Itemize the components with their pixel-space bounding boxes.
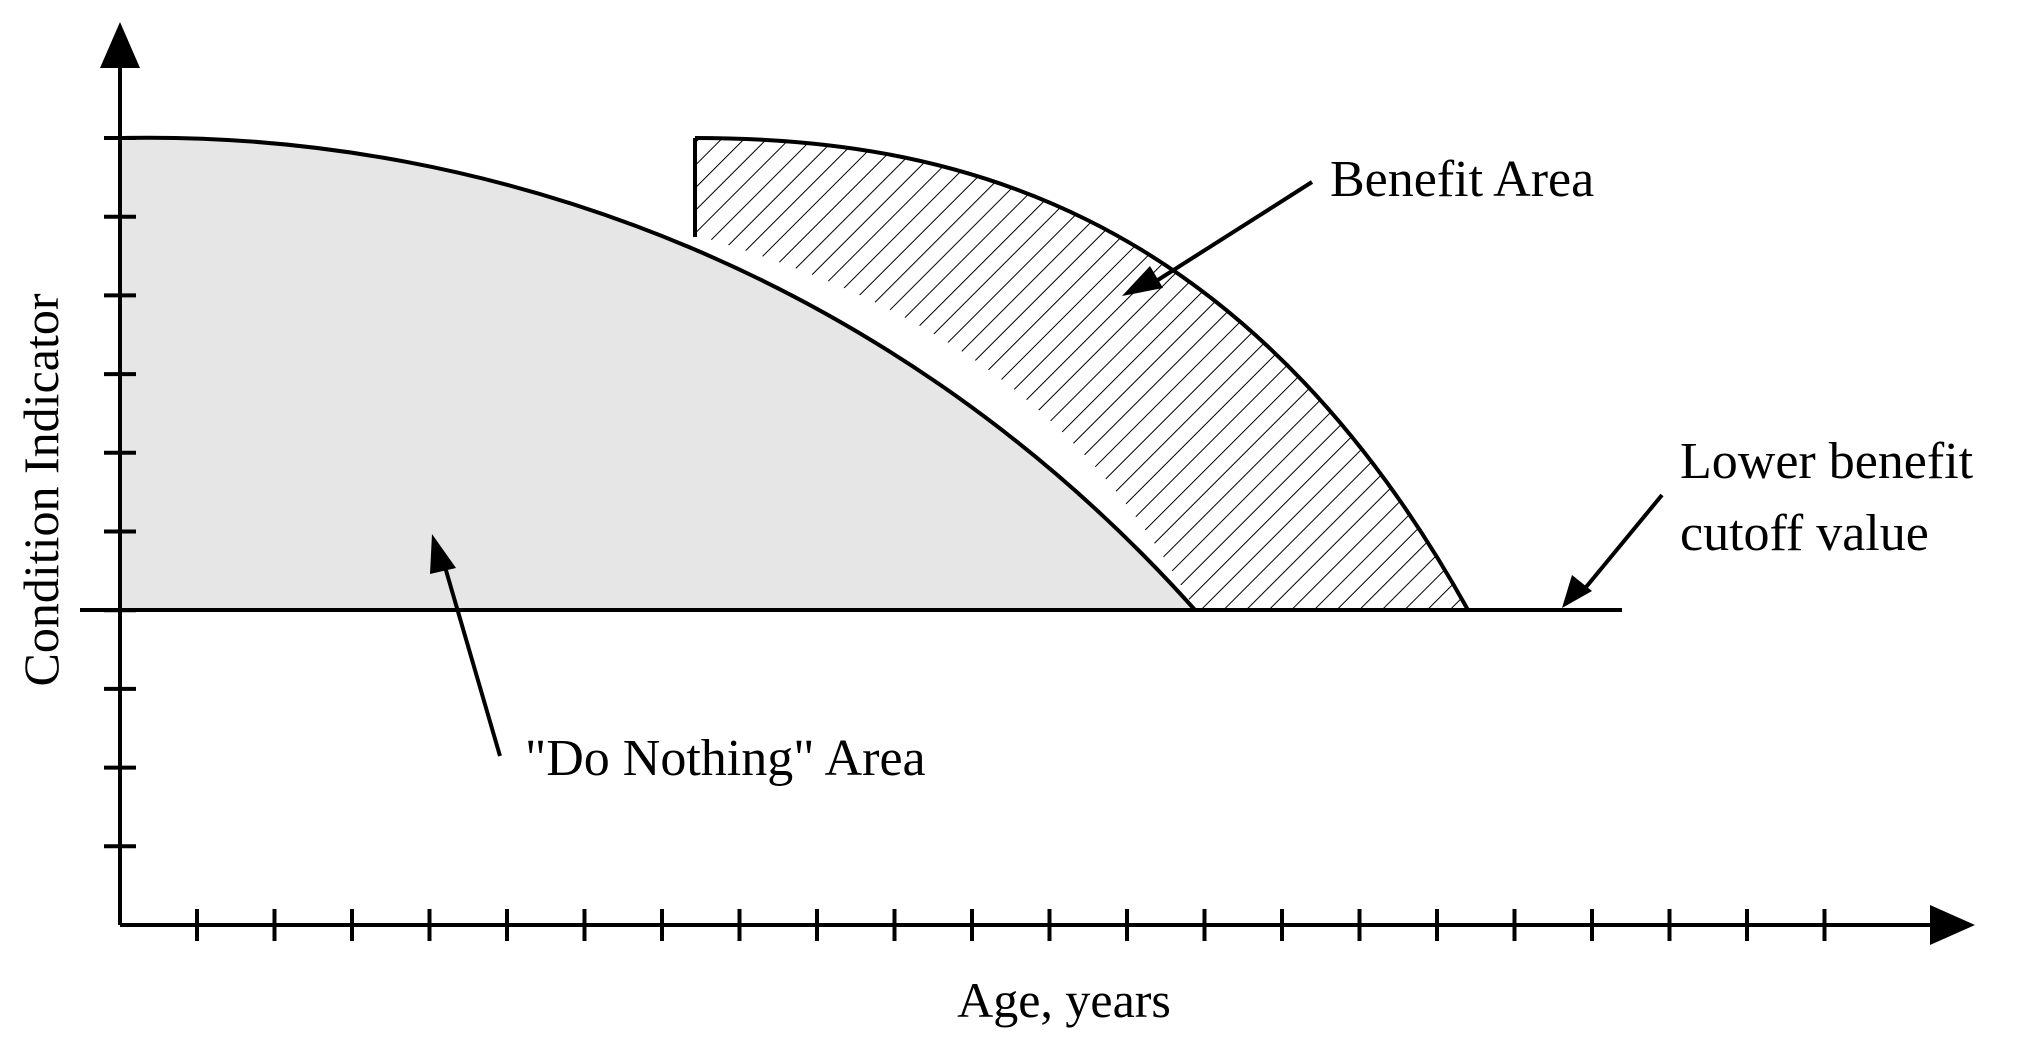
y-axis (100, 22, 140, 925)
y-axis-arrowhead (100, 22, 140, 68)
benefit-curve (694, 136, 1470, 611)
do-nothing-curve (119, 135, 1197, 612)
x-axis-ticks (195, 909, 1827, 941)
benefit-area-arrow (1122, 180, 1314, 296)
y-axis-ticks (104, 136, 136, 849)
cutoff-label-line2: cutoff value (1680, 505, 1929, 562)
x-axis-arrowhead (1930, 905, 1975, 945)
benefit-area-region (695, 138, 1468, 610)
y-axis-label: Condition Indicator (13, 293, 69, 686)
do-nothing-area-label: "Do Nothing" Area (525, 730, 926, 787)
x-axis (120, 905, 1975, 945)
do-nothing-area-region (120, 137, 1195, 610)
cutoff-label-line1: Lower benefit (1680, 433, 1974, 490)
do-nothing-area-arrow (430, 534, 502, 757)
x-axis-label: Age, years (957, 972, 1171, 1028)
benefit-area-label: Benefit Area (1330, 151, 1594, 208)
cutoff-arrow (1562, 493, 1664, 608)
